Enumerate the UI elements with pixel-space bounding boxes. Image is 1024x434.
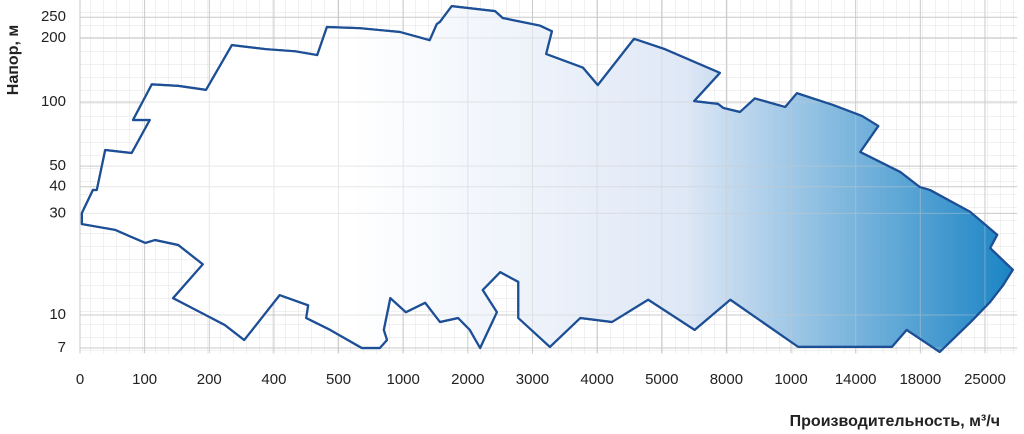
y-axis-title: Напор, м [5,25,22,95]
x-tick-label: 100 [132,371,157,388]
y-tick-label: 50 [49,157,66,174]
y-tick-label: 7 [58,339,66,356]
x-axis-title: Производительность, м³/ч [790,413,1000,430]
x-tick-label: 4000 [580,371,613,388]
x-tick-label: 2000 [451,371,484,388]
y-tick-label: 200 [41,29,66,46]
x-tick-label: 200 [197,371,222,388]
x-tick-label: 500 [326,371,351,388]
x-tick-label: 0 [76,371,84,388]
y-tick-label: 30 [49,204,66,221]
x-tick-label: 18000 [899,371,941,388]
x-tick-label: 25000 [964,371,1006,388]
x-tick-label: 3000 [516,371,549,388]
y-tick-label: 250 [41,8,66,25]
y-tick-label: 10 [49,306,66,323]
y-tick-label: 100 [41,93,66,110]
y-tick-label: 40 [49,178,66,195]
x-tick-label: 1000 [774,371,807,388]
x-tick-label: 14000 [835,371,877,388]
coverage-area [80,5,1014,354]
x-tick-label: 1000 [387,371,420,388]
x-tick-label: 8000 [710,371,743,388]
x-tick-label: 400 [261,371,286,388]
x-tick-label: 5000 [645,371,678,388]
